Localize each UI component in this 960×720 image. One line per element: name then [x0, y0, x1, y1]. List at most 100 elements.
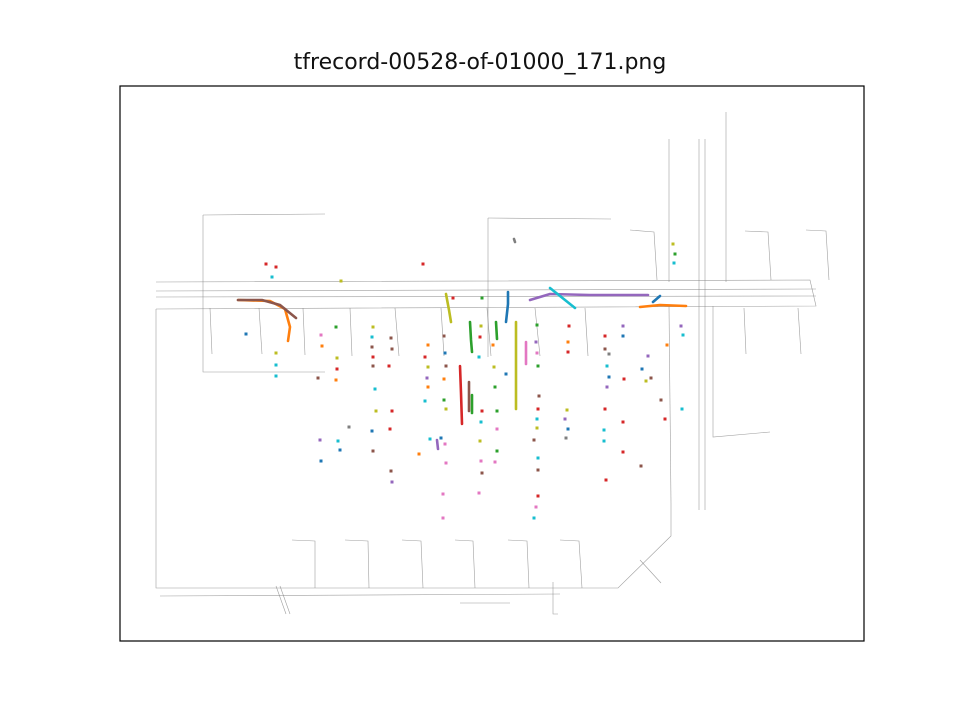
agent-marker-27	[390, 347, 394, 351]
agent-marker-68	[605, 364, 609, 368]
agent-marker-11	[274, 351, 278, 355]
agent-marker-13	[274, 374, 278, 378]
agent-marker-38	[426, 385, 430, 389]
agent-marker-58	[537, 394, 541, 398]
agent-marker-88	[663, 417, 667, 421]
trajectory-16	[435, 438, 440, 451]
trajectory-0	[504, 290, 510, 324]
trajectory-5	[236, 298, 298, 320]
agent-marker-21	[371, 325, 375, 329]
agent-marker-47	[478, 335, 482, 339]
agent-marker-103	[439, 436, 443, 440]
agent-marker-22	[370, 335, 374, 339]
agent-marker-82	[621, 450, 625, 454]
trajectory-10	[638, 303, 688, 309]
agent-marker-119	[536, 468, 540, 472]
agent-marker-81	[621, 420, 625, 424]
map-line-27	[507, 539, 530, 589]
trajectory-12	[444, 292, 453, 324]
agent-marker-121	[534, 505, 538, 509]
agent-marker-106	[441, 492, 445, 496]
agent-marker-62	[567, 324, 571, 328]
agent-marker-67	[607, 352, 611, 356]
map-line-23	[291, 539, 316, 588]
agent-marker-98	[371, 449, 375, 453]
map-line-8	[668, 305, 672, 504]
agent-marker-31	[390, 409, 394, 413]
agent-marker-78	[564, 436, 568, 440]
agent-marker-83	[604, 478, 608, 482]
agent-marker-46	[479, 324, 483, 328]
chart-title: tfrecord-00528-of-01000_171.png	[293, 50, 667, 75]
agent-marker-7	[671, 242, 675, 246]
trajectory-2	[468, 320, 474, 354]
map-line-3	[202, 213, 326, 216]
map-line-29	[629, 229, 658, 281]
agent-marker-15	[320, 344, 324, 348]
trajectory-layer	[236, 237, 688, 451]
agent-marker-33	[388, 427, 392, 431]
agent-marker-104	[443, 442, 447, 446]
trajectory-9	[548, 286, 577, 310]
agent-marker-19	[334, 378, 338, 382]
agent-marker-110	[479, 459, 483, 463]
agent-marker-1	[274, 265, 278, 269]
map-line-30	[744, 230, 772, 281]
agent-marker-52	[480, 409, 484, 413]
agent-marker-114	[495, 449, 499, 453]
agent-marker-0	[264, 262, 268, 266]
agent-marker-10	[244, 332, 248, 336]
plot-frame	[119, 85, 865, 642]
agent-marker-94	[318, 438, 322, 442]
map-line-31	[805, 229, 830, 281]
agent-marker-40	[442, 334, 446, 338]
map-line-25	[401, 539, 424, 589]
map-line-19	[440, 307, 445, 357]
agent-marker-124	[504, 372, 508, 376]
map-line-34	[639, 559, 662, 584]
agent-marker-8	[673, 252, 677, 256]
agent-marker-77	[566, 427, 570, 431]
agent-marker-75	[565, 408, 569, 412]
map-line-28	[559, 539, 583, 589]
agent-marker-55	[534, 340, 538, 344]
map-line-17	[349, 307, 353, 357]
agent-marker-24	[371, 355, 375, 359]
agent-marker-99	[389, 469, 393, 473]
map-line-32	[743, 307, 747, 355]
agent-marker-63	[566, 340, 570, 344]
agent-marker-23	[370, 345, 374, 349]
agent-marker-64	[566, 350, 570, 354]
agent-marker-61	[535, 426, 539, 430]
map-line-35	[159, 593, 561, 597]
agent-marker-72	[621, 334, 625, 338]
agent-marker-37	[425, 376, 429, 380]
agent-marker-3	[339, 279, 343, 283]
agent-marker-97	[347, 425, 351, 429]
agent-marker-91	[681, 333, 685, 337]
map-line-10	[155, 288, 817, 292]
map-line-14	[209, 307, 213, 355]
agent-marker-18	[335, 367, 339, 371]
agent-marker-84	[640, 367, 644, 371]
trajectory-7	[512, 237, 517, 244]
agent-marker-57	[536, 364, 540, 368]
agent-marker-44	[442, 398, 446, 402]
agent-marker-80	[602, 439, 606, 443]
agent-marker-95	[336, 439, 340, 443]
agent-marker-50	[492, 365, 496, 369]
agent-marker-48	[477, 355, 481, 359]
agent-marker-45	[444, 407, 448, 411]
agent-marker-49	[491, 343, 495, 347]
map-line-11	[155, 295, 817, 298]
agent-marker-60	[535, 417, 539, 421]
trajectory-4	[528, 292, 650, 302]
agent-marker-120	[536, 494, 540, 498]
agent-marker-101	[417, 452, 421, 456]
agent-marker-28	[387, 364, 391, 368]
agent-marker-100	[390, 480, 394, 484]
agent-marker-6	[480, 296, 484, 300]
agent-marker-12	[274, 363, 278, 367]
map-line-2	[202, 215, 325, 373]
